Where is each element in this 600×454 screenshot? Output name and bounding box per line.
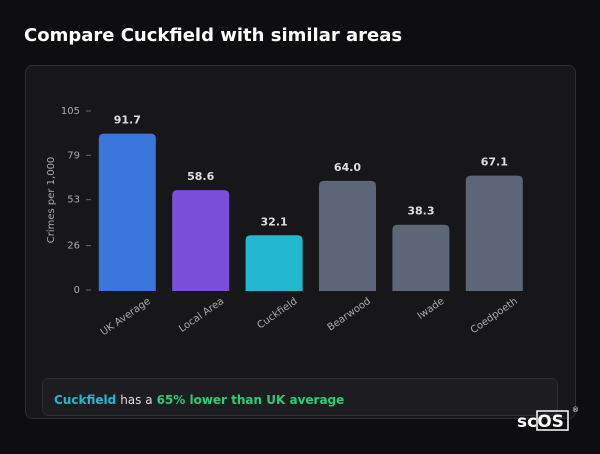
value-label: 58.6 — [187, 170, 214, 183]
summary-place: Cuckfield — [54, 393, 116, 407]
summary-text: has a — [120, 393, 152, 407]
bar — [392, 224, 450, 291]
logo-mark: ® — [572, 406, 579, 414]
value-label: 38.3 — [407, 205, 434, 218]
value-label: 64.0 — [334, 161, 361, 174]
y-tick-label: 53 — [67, 195, 80, 206]
logo-prefix: sc — [517, 412, 537, 432]
bar — [245, 235, 303, 291]
bar — [98, 133, 156, 291]
logo: scOS — [517, 412, 564, 432]
bar — [465, 175, 523, 291]
y-tick-label: 79 — [67, 150, 80, 161]
summary-box — [42, 378, 558, 416]
y-tick-label: 0 — [74, 285, 80, 296]
bar — [172, 190, 230, 291]
summary: Cuckfield has a 65% lower than UK average — [54, 393, 344, 407]
bar — [319, 180, 376, 291]
y-tick-label: 26 — [67, 241, 80, 252]
summary-highlight: 65% lower than UK average — [157, 393, 345, 407]
y-axis-label: Crimes per 1,000 — [46, 157, 57, 244]
value-label: 67.1 — [481, 156, 508, 169]
logo-boxed: OS — [537, 412, 564, 432]
logo-box — [536, 410, 569, 431]
chart-title: Compare Cuckfield with similar areas — [24, 25, 402, 46]
value-label: 32.1 — [261, 215, 288, 228]
value-label: 91.7 — [114, 114, 141, 127]
y-tick-label: 105 — [61, 106, 80, 117]
